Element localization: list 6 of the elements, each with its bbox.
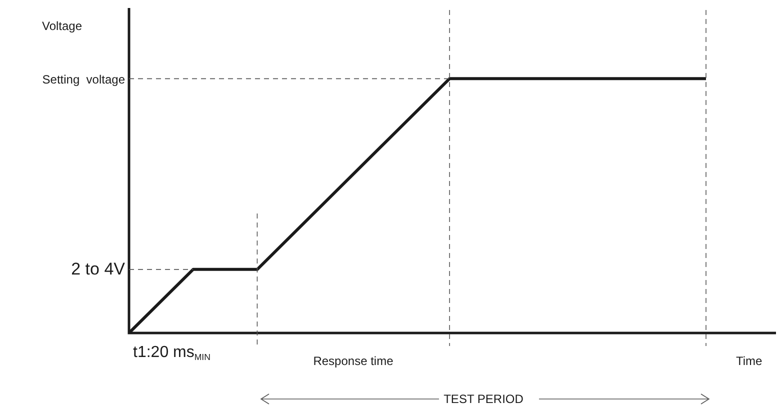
text: Voltage bbox=[42, 19, 82, 33]
text: Response time bbox=[313, 354, 394, 368]
text: Time bbox=[736, 354, 763, 368]
ref-line-label: Setting voltage bbox=[42, 72, 126, 87]
text: TEST PERIOD bbox=[444, 392, 524, 406]
ref-line-label: 2 to 4V bbox=[71, 259, 126, 278]
